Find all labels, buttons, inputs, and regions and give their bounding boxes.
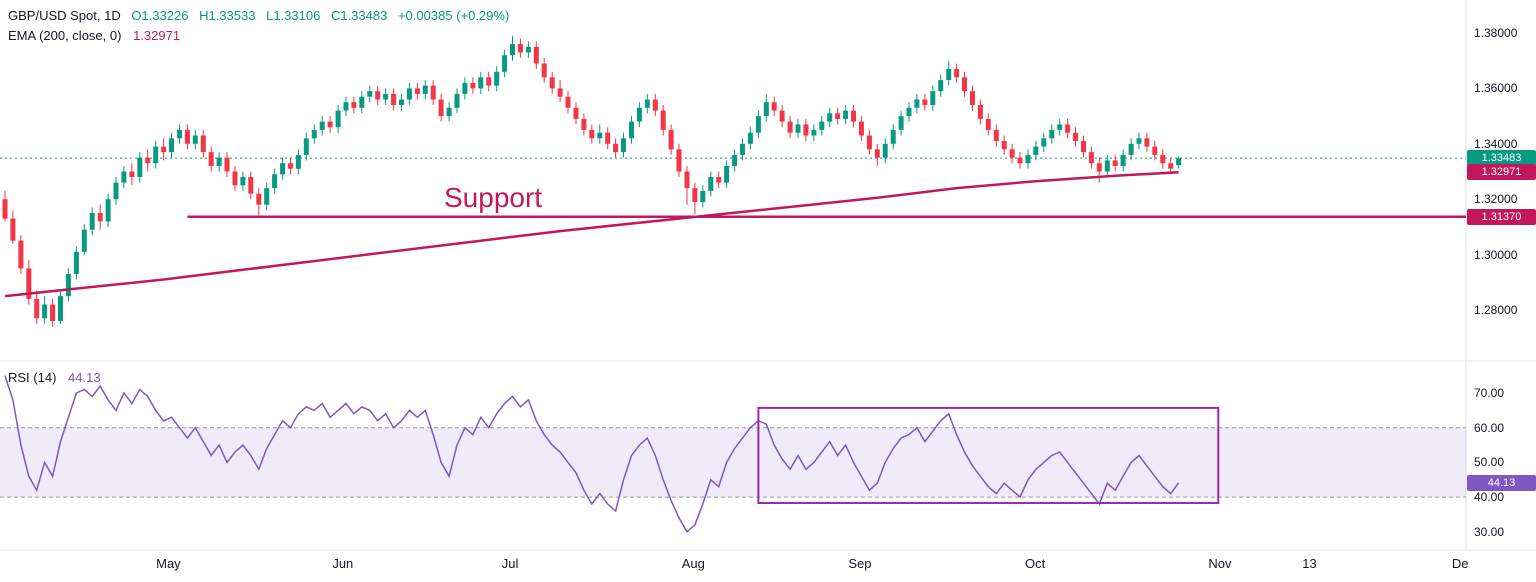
rsi-box-annotation[interactable] (757, 406, 1220, 504)
ema-label: EMA (200, close, 0) (8, 28, 122, 43)
rsi-axis-tick: 60.00 (1474, 420, 1505, 435)
rsi-line[interactable] (4, 375, 1180, 533)
ohlc-open: O1.33226 (131, 8, 189, 23)
rsi-axis-tick: 70.00 (1474, 386, 1505, 400)
symbol-legend-row[interactable]: GBP/USD Spot, 1D O1.33226 H1.33533 L1.33… (8, 6, 509, 26)
time-axis-label: Oct (1024, 556, 1046, 571)
rsi-axis-tick: 50.00 (1474, 455, 1505, 470)
rsi-axis-tick: 30.00 (1474, 524, 1505, 539)
time-axis[interactable]: May Jun Jul Aug Sep Oct Nov 13 De (0, 551, 1536, 582)
ema-value: 1.32971 (133, 28, 181, 43)
time-axis-label: Jun (332, 556, 354, 571)
rsi-label: RSI (14) (8, 370, 57, 385)
candles[interactable] (2, 35, 1182, 327)
ema-legend-row[interactable]: EMA (200, close, 0) 1.32971 (8, 26, 509, 46)
time-axis-label: De (1451, 556, 1469, 571)
price-axis-badge: 1.31370 (1467, 208, 1536, 225)
rsi-axis-badge: 44.13 (1467, 474, 1536, 491)
time-axis-label: 13 (1302, 556, 1317, 571)
price-axis-tick: 1.32000 (1474, 192, 1518, 207)
time-axis-label: Aug (681, 556, 705, 571)
price-axis[interactable]: 1.38000 1.36000 1.34000 1.32000 1.30000 1.280… (1467, 0, 1536, 550)
price-axis-tick: 1.38000 (1474, 26, 1518, 40)
price-legend: GBP/USD Spot, 1D O1.33226 H1.33533 L1.33… (8, 6, 509, 46)
ohlc-low: L1.33106 (266, 8, 321, 23)
time-axis-label: Nov (1208, 556, 1232, 571)
time-axis-label: May (156, 556, 181, 571)
rsi-axis-tick: 40.00 (1474, 490, 1505, 505)
rsi-value: 44.13 (68, 370, 101, 385)
price-axis-tick: 1.34000 (1474, 136, 1518, 151)
price-axis-badge: 1.33483 (1467, 150, 1536, 167)
price-axis-tick: 1.28000 (1474, 303, 1518, 317)
time-axis-label: Sep (848, 556, 872, 571)
ema-line[interactable] (4, 171, 1179, 298)
time-axis-label: Jul (501, 556, 519, 571)
support-annotation-label[interactable]: Support (444, 182, 543, 213)
rsi-band (0, 427, 1466, 498)
symbol-title: GBP/USD Spot, 1D (8, 8, 121, 23)
price-axis-badge: 1.32971 (1467, 164, 1536, 181)
ohlc-high: H1.33533 (199, 8, 256, 23)
ohlc-close: C1.33483 (330, 8, 388, 23)
ohlc-change: +0.00385 (+0.29%) (397, 8, 510, 23)
price-axis-tick: 1.30000 (1474, 247, 1518, 262)
price-axis-tick: 1.36000 (1474, 81, 1518, 96)
rsi-legend-row[interactable]: RSI (14) 44.13 (8, 370, 101, 385)
